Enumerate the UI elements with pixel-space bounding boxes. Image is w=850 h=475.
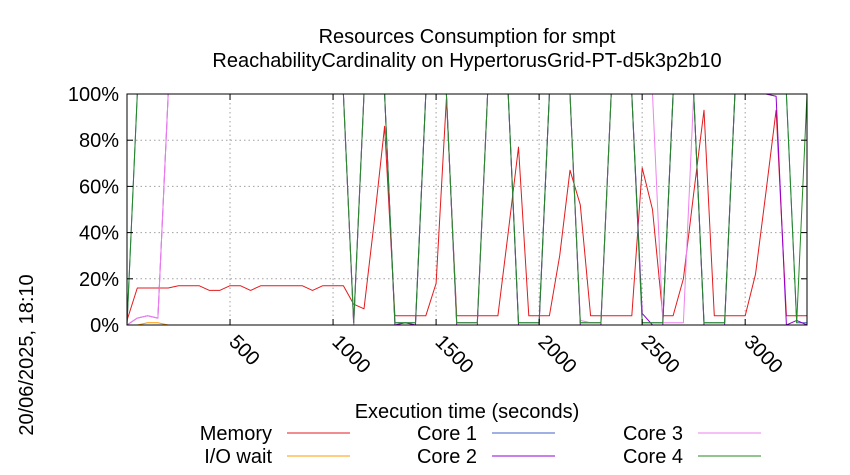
timestamp-label: 20/06/2025, 18:10 bbox=[16, 274, 38, 435]
series-lines bbox=[126, 93, 808, 326]
y-tick-label: 60% bbox=[79, 176, 119, 198]
x-tick-label: 500 bbox=[224, 331, 263, 370]
x-tick-label: 2000 bbox=[534, 331, 581, 378]
axis-ticks: 0% 20% 40% 60% 80% 100% 500 1000 1500 2000 2500 300… bbox=[68, 84, 807, 378]
y-tick-label: 80% bbox=[79, 130, 119, 152]
legend-label-core-1: Core 1 bbox=[417, 423, 477, 445]
y-tick-label: 0% bbox=[90, 315, 119, 337]
legend-label-core-4: Core 4 bbox=[623, 446, 683, 468]
grid bbox=[127, 94, 807, 325]
x-tick-label: 2500 bbox=[637, 331, 684, 378]
y-tick-label: 100% bbox=[68, 84, 119, 106]
legend-label-memory: Memory bbox=[200, 423, 272, 445]
x-tick-label: 1000 bbox=[328, 331, 375, 378]
chart-title: Resources Consumption for smpt bbox=[319, 26, 616, 48]
legend-label-core-3: Core 3 bbox=[623, 423, 683, 445]
x-tick-label: 1500 bbox=[431, 331, 478, 378]
plot-frame bbox=[126, 93, 808, 326]
y-tick-label: 20% bbox=[79, 269, 119, 291]
legend-label-i-o-wait: I/O wait bbox=[204, 446, 272, 468]
legend-label-core-2: Core 2 bbox=[417, 446, 477, 468]
y-tick-label: 40% bbox=[79, 223, 119, 245]
chart-subtitle: ReachabilityCardinality on HypertorusGri… bbox=[212, 50, 721, 72]
x-axis-label: Execution time (seconds) bbox=[355, 401, 580, 423]
series-line-memory bbox=[126, 98, 807, 321]
x-tick-label: 3000 bbox=[740, 331, 787, 378]
